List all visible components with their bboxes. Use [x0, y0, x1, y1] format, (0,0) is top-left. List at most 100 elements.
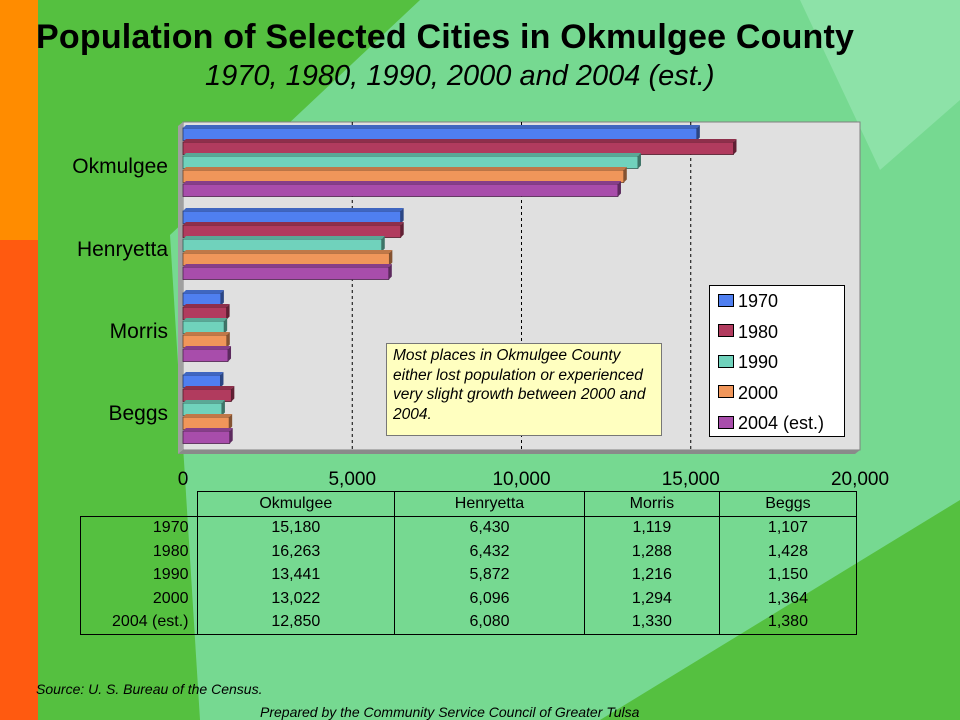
table-cell: 16,263 [196, 540, 396, 564]
table-cell: 1,380 [718, 610, 858, 635]
table-cell: 6,096 [394, 587, 585, 611]
bar [182, 210, 402, 224]
table-row-label: 1990 [80, 563, 198, 587]
legend-label: 2000 [738, 382, 779, 403]
x-tick-label: 20,000 [831, 469, 889, 490]
annotation-note: Most places in Okmulgee County either lo… [386, 343, 662, 436]
table-cell: 1,288 [583, 540, 720, 564]
table-row: 1970 15,180 6,430 1,119 1,107 [80, 515, 858, 540]
bar-side [637, 153, 641, 169]
bar [182, 127, 698, 141]
table-cell: 1,364 [718, 587, 858, 611]
table-cell: 1,150 [718, 563, 858, 587]
bar [182, 252, 390, 266]
bar [182, 320, 225, 334]
table-row: 2004 (est.) 12,850 6,080 1,330 1,380 [80, 610, 858, 635]
legend-label: 1980 [738, 321, 779, 342]
bar-top [183, 222, 404, 225]
source-note: Source: U. S. Bureau of the Census. [36, 681, 263, 697]
bar-top [183, 153, 641, 156]
x-tick-label: 15,000 [662, 469, 720, 490]
bar-top [183, 264, 392, 267]
bar-top [183, 290, 224, 293]
table-cell: 6,432 [394, 540, 585, 564]
bar-top [183, 236, 385, 239]
bar-side [623, 167, 627, 183]
legend-swatch [718, 293, 734, 307]
table-cell: 1,294 [583, 587, 720, 611]
bar [182, 292, 222, 306]
bar [182, 169, 625, 183]
x-tick-label: 10,000 [492, 469, 550, 490]
table-row: 1990 13,441 5,872 1,216 1,150 [80, 563, 858, 587]
category-label: Morris [110, 320, 168, 343]
bar-top [183, 386, 235, 389]
legend-swatch [718, 415, 734, 429]
table-row-label: 1980 [80, 540, 198, 564]
bar-top [183, 167, 627, 170]
legend-swatch [718, 324, 734, 338]
bar-side [228, 346, 232, 362]
bar [182, 334, 228, 348]
bar-side [229, 428, 233, 444]
table-row: 1980 16,263 6,432 1,288 1,428 [80, 540, 858, 564]
table-cell: 5,872 [394, 563, 585, 587]
bar-side [221, 400, 225, 416]
bar [182, 266, 390, 280]
bar-top [183, 400, 225, 403]
table-cell: 13,441 [196, 563, 396, 587]
table-header: Beggs [718, 491, 858, 517]
legend-item: 1990 [718, 352, 778, 374]
left-bar-orange [0, 0, 38, 240]
legend-swatch [718, 354, 734, 368]
table-row-label: 2000 [80, 587, 198, 611]
category-label: Okmulgee [72, 155, 168, 178]
x-tick-label: 5,000 [328, 469, 376, 490]
plot-wall-edge [178, 122, 183, 454]
legend-item: 2000 [718, 383, 778, 405]
legend-label: 1970 [738, 291, 779, 311]
bar-side [733, 139, 737, 155]
table-cell: 15,180 [196, 515, 396, 540]
table-cell: 1,330 [583, 610, 720, 635]
x-tick-label: 0 [178, 469, 189, 490]
table-cell: 6,430 [394, 515, 585, 540]
table-cell: 12,850 [196, 610, 396, 635]
bar-side [400, 208, 404, 224]
bar [182, 388, 232, 402]
table-header: Henryetta [394, 491, 585, 517]
category-label: Henryetta [77, 238, 168, 261]
bar [182, 224, 402, 238]
bar-top [183, 125, 700, 128]
legend-label: 1990 [738, 352, 779, 372]
bar-top [183, 250, 393, 253]
bar-top [183, 346, 232, 349]
bar-side [229, 414, 233, 430]
bar-side [696, 125, 700, 141]
table-header: Okmulgee [196, 491, 396, 517]
bar-side [617, 181, 621, 197]
table-row-label: 2004 (est.) [80, 610, 198, 635]
table-header: Morris [583, 491, 720, 517]
chart-title: Population of Selected Cities in Okmulge… [36, 18, 855, 56]
table-row: 2000 13,022 6,096 1,294 1,364 [80, 587, 858, 611]
table-cell: 1,107 [718, 515, 858, 540]
table-cell: 6,080 [394, 610, 585, 635]
chart-subtitle: 1970, 1980, 1990, 2000 and 2004 (est.) [205, 60, 715, 92]
bar [182, 430, 231, 444]
bar-top [183, 414, 233, 417]
bar [182, 348, 229, 362]
bar-side [226, 304, 230, 320]
bar-top [183, 428, 233, 431]
left-bar-red-orange [0, 240, 38, 720]
bar [182, 374, 221, 388]
legend-item: 1970 [718, 291, 778, 313]
legend-label: 2004 (est.) [738, 413, 825, 433]
bar-side [224, 318, 228, 334]
legend-swatch [718, 385, 734, 399]
plot-floor-edge [178, 450, 860, 454]
legend-item: 1980 [718, 322, 778, 344]
bar-top [183, 318, 228, 321]
bar-side [220, 372, 224, 388]
table-cell: 1,428 [718, 540, 858, 564]
